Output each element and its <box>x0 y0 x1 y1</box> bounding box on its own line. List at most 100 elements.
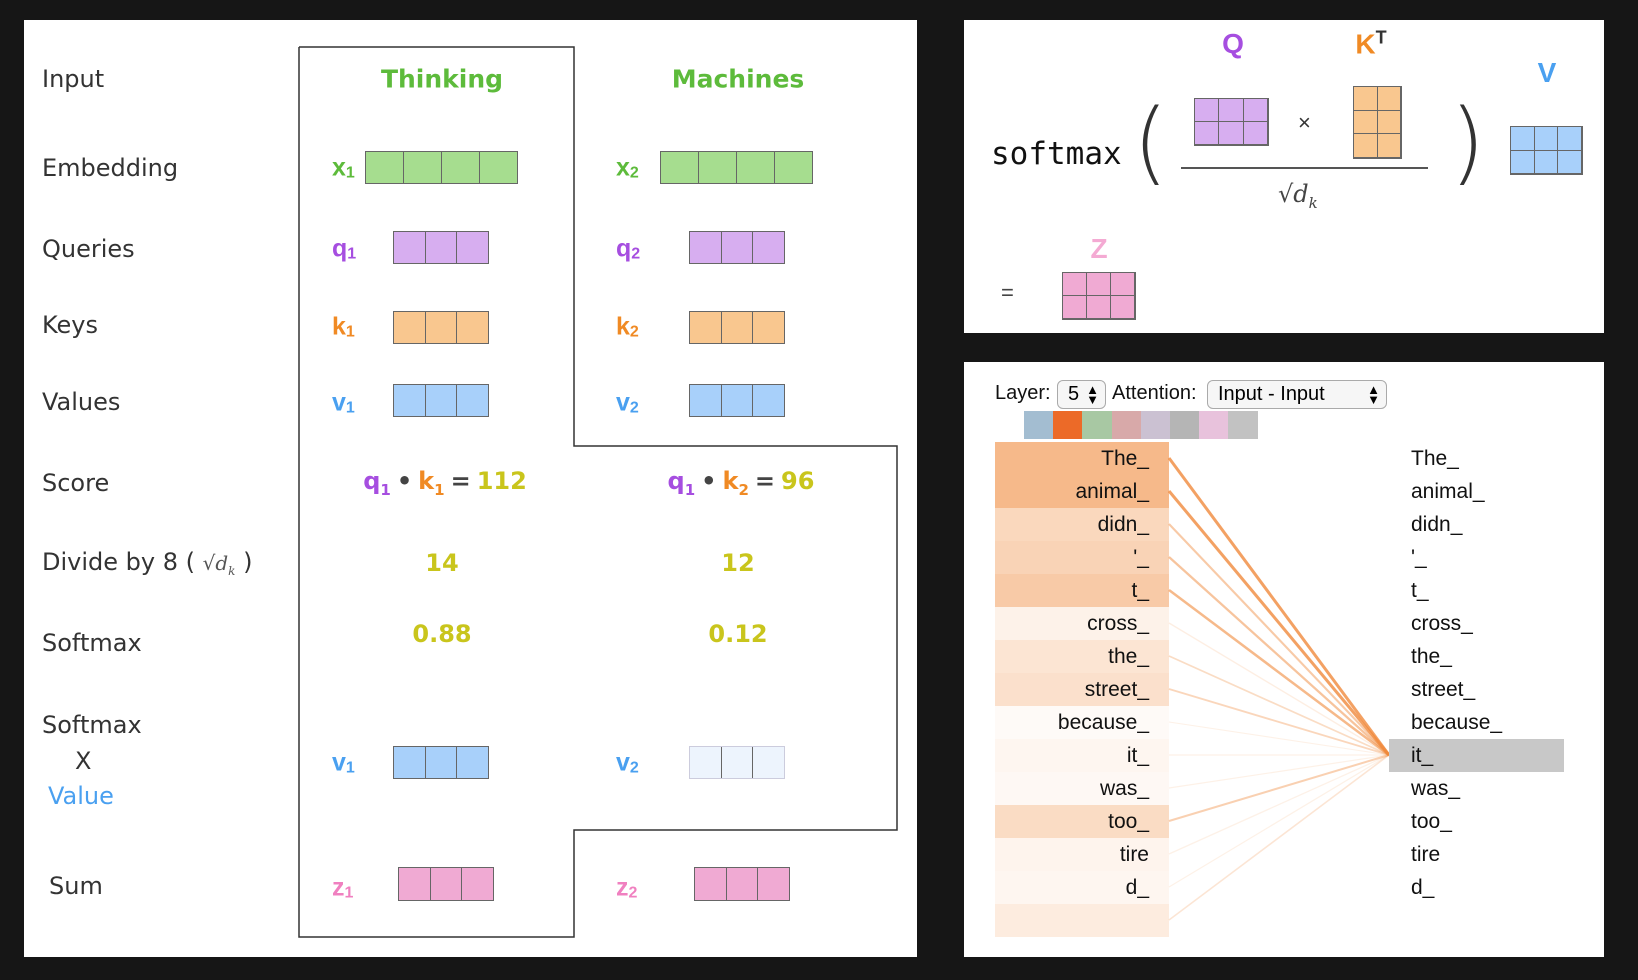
embedding-vector <box>365 151 518 184</box>
weighted-value-label: v1 <box>332 748 355 777</box>
source-token[interactable]: tire <box>995 838 1169 871</box>
matrix-cell <box>1111 296 1135 319</box>
source-token[interactable]: because_ <box>995 706 1169 739</box>
vector-cell <box>690 312 722 343</box>
v-label: V <box>1537 57 1557 88</box>
target-token[interactable]: too_ <box>1411 810 1452 833</box>
attention-type-select[interactable]: Input - Input ▲ ▼ <box>1207 380 1387 409</box>
matrix-cell <box>1534 127 1559 151</box>
matrix-cell <box>1219 99 1244 122</box>
row-label-input: Input <box>42 65 105 93</box>
z-matrix <box>1062 272 1136 320</box>
source-token[interactable]: the_ <box>995 640 1169 673</box>
attention-label: Attention: <box>1112 382 1197 404</box>
target-token[interactable]: '_ <box>1411 546 1427 569</box>
vector-cell <box>366 152 404 183</box>
divide-text: Divide by 8 ( <box>42 548 195 576</box>
vector-cell <box>661 152 699 183</box>
matrix-cell <box>1195 99 1220 122</box>
source-token[interactable]: it_ <box>995 739 1169 772</box>
matrix-cell <box>1087 296 1111 319</box>
row-label-value: Value <box>48 782 114 810</box>
source-token[interactable]: cross_ <box>995 607 1169 640</box>
vector-cell <box>722 232 754 263</box>
target-token[interactable]: The_ <box>1411 447 1459 470</box>
target-token[interactable]: animal_ <box>1411 480 1485 503</box>
attention-head-swatch-3[interactable] <box>1082 411 1112 439</box>
value-label: v2 <box>616 388 639 417</box>
target-token[interactable]: d_ <box>1411 876 1435 899</box>
close-paren: ) <box>1450 90 1486 195</box>
row-label-embedding: Embedding <box>42 154 179 182</box>
embedding-vector <box>660 151 813 184</box>
row-label-divide: Divide by 8 ( √dk ) <box>42 548 253 578</box>
weighted-value-vector <box>689 746 785 779</box>
equals-sign: = <box>1001 280 1014 305</box>
vector-cell <box>404 152 442 183</box>
source-token[interactable]: street_ <box>995 673 1169 706</box>
source-token[interactable]: too_ <box>995 805 1169 838</box>
attention-head-swatch-2[interactable] <box>1053 411 1083 439</box>
source-token[interactable]: '_ <box>995 541 1169 574</box>
source-token[interactable]: The_ <box>995 442 1169 475</box>
vector-cell <box>394 232 426 263</box>
row-label-softmax-times-value: Softmax <box>42 711 142 739</box>
key-label: k1 <box>332 312 355 341</box>
scaled-score: 14 <box>425 549 459 577</box>
vector-cell <box>699 152 737 183</box>
attention-head-swatch-8[interactable] <box>1228 411 1258 439</box>
target-token[interactable]: tire <box>1411 843 1441 866</box>
key-label: k2 <box>616 312 639 341</box>
row-label-softmax: Softmax <box>42 629 142 657</box>
matrix-cell <box>1354 87 1378 111</box>
scaled-score: 12 <box>721 549 755 577</box>
target-token-selected[interactable]: it_ <box>1389 739 1564 772</box>
softmax-label: softmax <box>991 136 1122 172</box>
source-token[interactable] <box>995 904 1169 937</box>
target-token[interactable]: the_ <box>1411 645 1452 668</box>
source-token[interactable]: didn_ <box>995 508 1169 541</box>
target-token[interactable]: didn_ <box>1411 513 1463 536</box>
embedding-label: x2 <box>616 153 639 182</box>
key-vector <box>393 311 489 344</box>
attention-line <box>1168 754 1390 921</box>
row-label-values: Values <box>42 388 121 416</box>
updown-arrows-icon: ▲ ▼ <box>1086 382 1099 407</box>
vector-cell <box>722 747 754 778</box>
row-label-score: Score <box>42 469 110 497</box>
updown-arrows-icon: ▲ ▼ <box>1367 382 1380 407</box>
attention-head-swatch-7[interactable] <box>1199 411 1229 439</box>
source-token[interactable]: t_ <box>995 574 1169 607</box>
target-token[interactable]: cross_ <box>1411 612 1473 635</box>
source-token[interactable]: d_ <box>995 871 1169 904</box>
vector-cell <box>426 747 458 778</box>
attention-line <box>1168 589 1390 756</box>
attention-head-swatch-4[interactable] <box>1111 411 1141 439</box>
vector-cell <box>431 868 463 900</box>
attention-line <box>1168 556 1390 756</box>
layer-select[interactable]: 5 ▲ ▼ <box>1057 380 1106 409</box>
query-label: q2 <box>616 234 641 263</box>
target-token[interactable]: street_ <box>1411 678 1476 701</box>
attention-line <box>1167 457 1391 756</box>
word-1: Thinking <box>380 64 504 94</box>
attention-head-swatch-5[interactable] <box>1140 411 1170 439</box>
attention-head-swatch-6[interactable] <box>1170 411 1200 439</box>
target-token[interactable]: because_ <box>1411 711 1503 734</box>
row-label-sum: Sum <box>49 872 103 900</box>
target-token[interactable]: was_ <box>1411 777 1461 800</box>
vector-cell <box>399 868 431 900</box>
vector-cell <box>394 312 426 343</box>
source-token[interactable]: was_ <box>995 772 1169 805</box>
matrix-cell <box>1063 296 1087 319</box>
softmax-value: 0.12 <box>708 620 768 648</box>
source-token[interactable]: animal_ <box>995 475 1169 508</box>
attention-line <box>1167 490 1391 756</box>
matrix-cell <box>1354 110 1378 135</box>
attention-head-swatch-1[interactable] <box>1024 411 1054 439</box>
target-token[interactable]: t_ <box>1411 579 1429 602</box>
vector-cell <box>690 232 722 263</box>
vector-cell <box>394 385 426 416</box>
vector-cell <box>727 868 759 900</box>
